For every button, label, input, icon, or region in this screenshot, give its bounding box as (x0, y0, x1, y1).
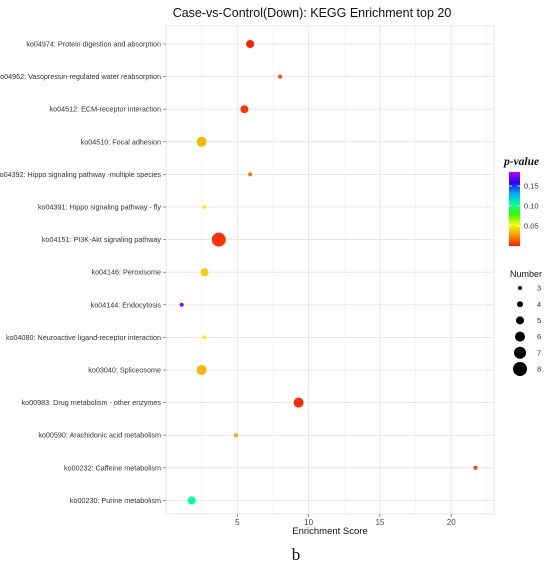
pvalue-legend: p-value 0.05 0.10 0.15 (503, 156, 539, 246)
data-point (179, 302, 184, 307)
pvalue-colorbar-ticks: 0.05 0.10 0.15 (509, 182, 539, 231)
data-point (473, 465, 478, 470)
number-legend-label: 5 (537, 316, 541, 325)
pathway-label: ko04151: PI3K-Akt signaling pathway (42, 235, 161, 244)
number-legend-label: 7 (537, 348, 541, 357)
plot-panel (165, 25, 495, 515)
number-legend-dot (517, 301, 523, 308)
data-point (187, 496, 196, 505)
pathway-labels: ko04974: Protein digestion and absorptio… (0, 40, 166, 505)
data-points (179, 40, 478, 505)
data-point (202, 335, 207, 340)
pathway-label: ko04391: Hippo signaling pathway - fly (38, 203, 161, 212)
pathway-label: ko04080: Neuroactive ligand-receptor int… (6, 333, 161, 342)
number-legend-title: Number (510, 269, 542, 279)
x-axis-label: Enrichment Score (292, 526, 368, 537)
data-point (240, 105, 249, 114)
number-legend-dot (518, 286, 522, 290)
figure-caption: b (292, 545, 301, 564)
data-point (233, 433, 238, 438)
data-point (293, 397, 304, 408)
number-legend-dot (514, 346, 526, 359)
data-point (202, 205, 207, 209)
pathway-label: ko00230: Purine metabolism (70, 496, 161, 505)
data-point (248, 172, 253, 177)
data-point (278, 74, 283, 79)
x-tick-label: 10 (304, 518, 313, 527)
number-legend-label: 8 (537, 365, 541, 374)
pathway-label: ko04962: Vasopressin-regulated water rea… (0, 72, 161, 81)
number-legend-label: 3 (537, 284, 541, 293)
pathway-label: ko04392: Hippo signaling pathway -multip… (0, 170, 161, 179)
pathway-label: ko00232: Caffeine metabolism (64, 463, 161, 472)
colorbar-tick-label: 0.05 (524, 222, 539, 231)
grid-lines (166, 26, 494, 514)
number-legend-dot (515, 331, 525, 342)
number-legend-items: 3 4 5 6 7 8 (513, 284, 541, 376)
pathway-label: ko04146: Peroxisome (91, 268, 161, 277)
x-axis-ticks: 5 10 15 20 (235, 514, 456, 527)
colorbar-tick-label: 0.15 (524, 182, 539, 191)
x-tick-label: 5 (235, 518, 240, 527)
x-tick-label: 20 (447, 518, 456, 527)
number-legend-dot (513, 362, 527, 376)
data-point (196, 365, 207, 375)
data-point (246, 40, 255, 48)
pathway-label: ko04510: Focal adhesion (81, 137, 161, 146)
number-legend: Number 3 4 5 6 7 8 (510, 269, 542, 376)
pathway-label: ko04974: Protein digestion and absorptio… (26, 40, 161, 49)
data-point (200, 268, 209, 277)
pathway-label: ko04512: ECM-receptor interaction (50, 105, 161, 114)
x-tick-label: 15 (375, 518, 384, 527)
pvalue-legend-title: p-value (503, 156, 539, 168)
pathway-label: ko04144: Endocytosis (91, 300, 162, 309)
pathway-label: ko00983: Drug metabolism - other enzymes (22, 398, 162, 407)
number-legend-label: 6 (537, 332, 541, 341)
number-legend-label: 4 (537, 300, 541, 309)
pathway-label: ko03040: Spliceosome (88, 366, 161, 375)
pvalue-colorbar (509, 172, 520, 246)
data-point (211, 232, 226, 247)
data-point (196, 136, 207, 147)
number-legend-dot (516, 316, 524, 325)
chart-title: Case-vs-Control(Down): KEGG Enrichment t… (173, 6, 452, 20)
pathway-label: ko00590: Arachidonic acid metabolism (38, 431, 161, 440)
colorbar-tick-label: 0.10 (524, 202, 539, 211)
